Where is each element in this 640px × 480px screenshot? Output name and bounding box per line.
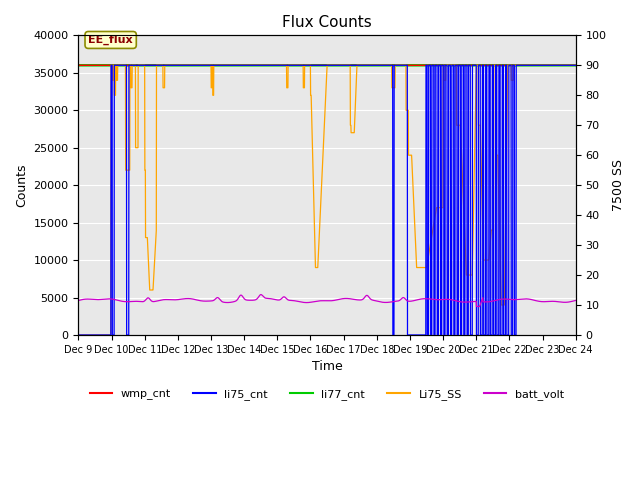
X-axis label: Time: Time xyxy=(312,360,342,373)
Title: Flux Counts: Flux Counts xyxy=(282,15,372,30)
Y-axis label: Counts: Counts xyxy=(15,163,28,207)
Y-axis label: 7500 SS: 7500 SS xyxy=(612,159,625,211)
Legend: wmp_cnt, li75_cnt, li77_cnt, Li75_SS, batt_volt: wmp_cnt, li75_cnt, li77_cnt, Li75_SS, ba… xyxy=(85,384,569,404)
Text: EE_flux: EE_flux xyxy=(88,35,133,45)
